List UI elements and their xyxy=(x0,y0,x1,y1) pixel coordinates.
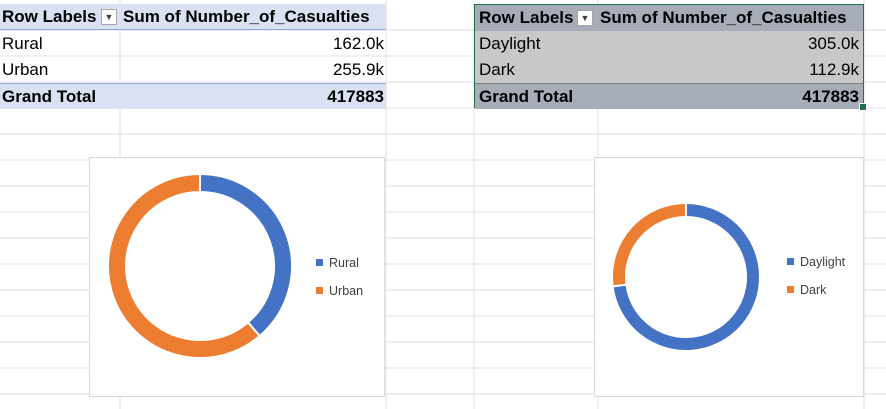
sum-header[interactable]: Sum of Number_of_Casualties xyxy=(600,8,847,27)
row-value[interactable]: 305.0k xyxy=(807,34,859,53)
pivot-grand-total-row[interactable]: Grand Total 417883 xyxy=(475,83,863,109)
legend-item-urban[interactable]: Urban xyxy=(316,284,363,298)
donut-slice-dark[interactable] xyxy=(611,201,687,288)
legend-item-rural[interactable]: Rural xyxy=(316,256,359,270)
legend-label: Rural xyxy=(329,256,359,270)
row-value[interactable]: 255.9k xyxy=(332,60,384,79)
row-label[interactable]: Daylight xyxy=(479,34,541,53)
pivot-grand-total-row[interactable]: Grand Total 417883 xyxy=(0,83,386,109)
row-label[interactable]: Rural xyxy=(2,34,43,53)
row-labels-header[interactable]: Row Labels xyxy=(2,6,97,26)
pivot-row-rural[interactable]: Rural 162.0k xyxy=(0,31,386,57)
row-value[interactable]: 162.0k xyxy=(332,34,384,53)
legend-swatch xyxy=(316,259,323,266)
grand-total-label[interactable]: Grand Total xyxy=(479,86,574,106)
sum-header[interactable]: Sum of Number_of_Casualties xyxy=(123,6,370,26)
legend-label: Daylight xyxy=(800,255,846,269)
row-label[interactable]: Urban xyxy=(2,60,49,79)
doughnut-chart-rural-urban[interactable]: Rural Urban xyxy=(89,157,385,397)
donut-slice-daylight[interactable] xyxy=(611,201,761,352)
filter-applied-icon[interactable]: ▼ xyxy=(577,10,593,26)
legend-item-daylight[interactable]: Daylight xyxy=(787,255,845,269)
pivot-header-row[interactable]: Row Labels ▼ Sum of Number_of_Casualties xyxy=(475,5,863,31)
grand-total-label[interactable]: Grand Total xyxy=(2,86,97,106)
grand-total-value[interactable]: 417883 xyxy=(327,86,384,106)
pivot-table-area[interactable]: Row Labels ▼ Sum of Number_of_Casualties… xyxy=(0,4,386,110)
row-labels-header[interactable]: Row Labels xyxy=(479,8,574,27)
donut-slice-rural[interactable] xyxy=(199,172,293,338)
donut-slice-urban[interactable] xyxy=(107,172,262,359)
selection-fill-handle[interactable] xyxy=(859,103,867,111)
pivot-table-light[interactable]: Row Labels ▼ Sum of Number_of_Casualties… xyxy=(474,4,867,111)
row-value[interactable]: 112.9k xyxy=(809,60,859,79)
grand-total-value[interactable]: 417883 xyxy=(802,86,859,106)
legend-item-dark[interactable]: Dark xyxy=(787,283,826,297)
pivot-row-dark[interactable]: Dark 112.9k xyxy=(475,57,863,83)
legend-swatch xyxy=(787,258,794,265)
pivot-header-row[interactable]: Row Labels ▼ Sum of Number_of_Casualties xyxy=(0,4,386,30)
doughnut-plot[interactable] xyxy=(90,158,386,398)
dropdown-arrow-icon[interactable]: ▼ xyxy=(101,9,117,25)
legend-swatch xyxy=(787,286,794,293)
pivot-row-daylight[interactable]: Daylight 305.0k xyxy=(475,31,863,57)
legend-label: Urban xyxy=(329,284,364,298)
pivot-row-urban[interactable]: Urban 255.9k xyxy=(0,57,386,83)
legend-label: Dark xyxy=(800,283,827,297)
doughnut-plot[interactable] xyxy=(595,158,865,398)
legend-swatch xyxy=(316,287,323,294)
doughnut-chart-light[interactable]: Daylight Dark xyxy=(594,157,864,397)
row-label[interactable]: Dark xyxy=(479,60,515,79)
